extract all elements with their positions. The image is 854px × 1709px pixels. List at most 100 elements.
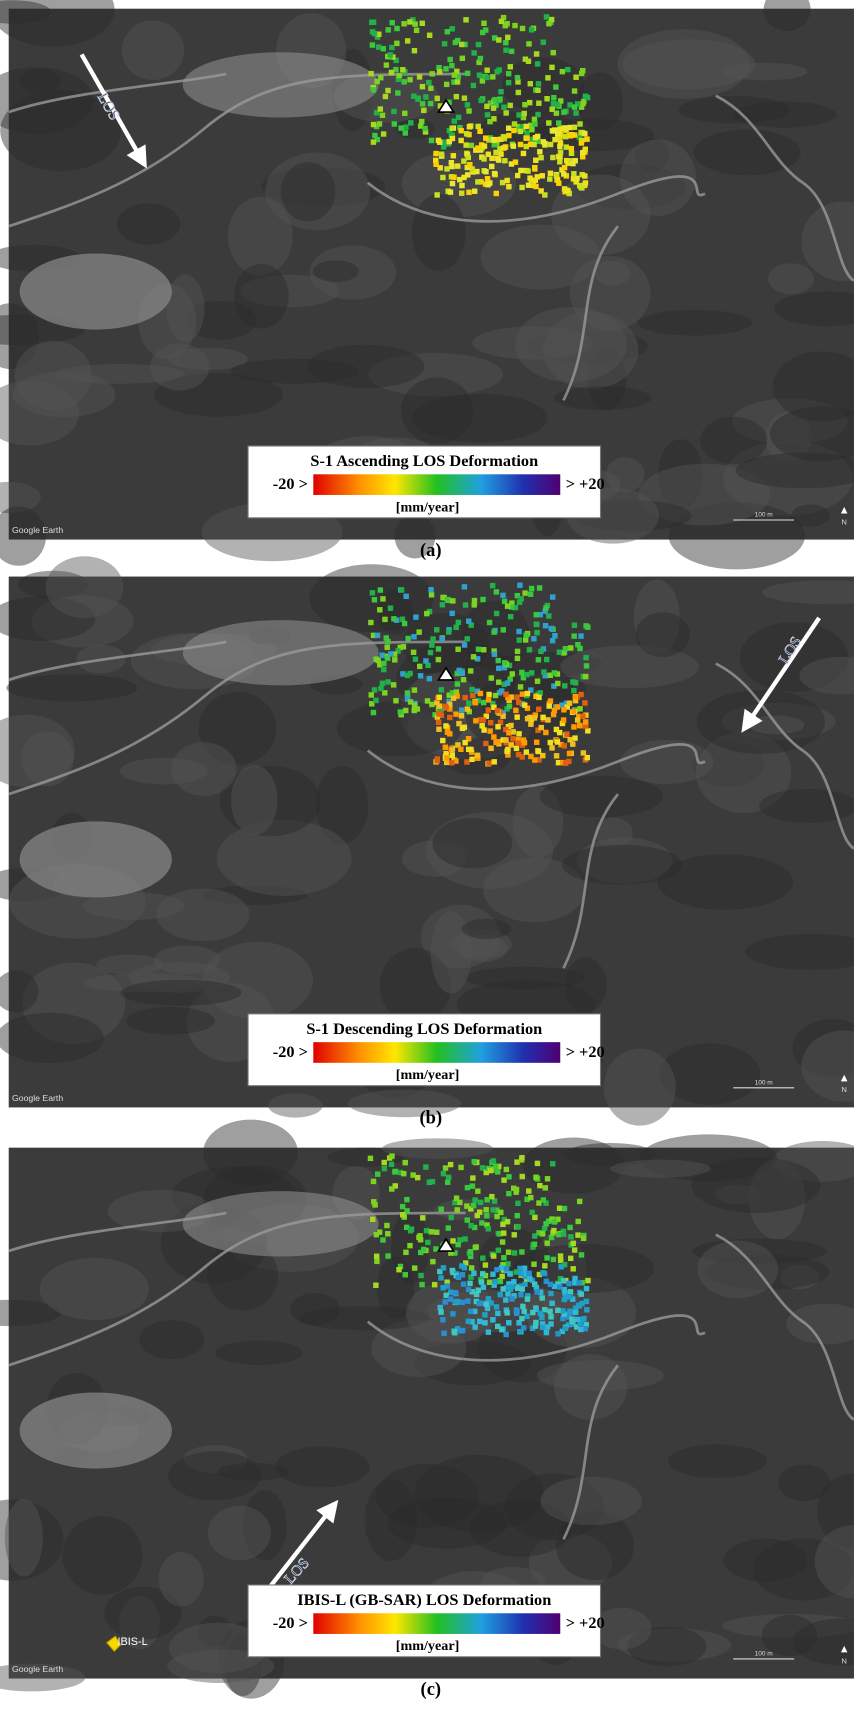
deformation-point xyxy=(412,48,417,53)
deformation-point xyxy=(558,150,563,155)
deformation-point xyxy=(490,583,495,588)
deformation-point xyxy=(412,1265,417,1270)
deformation-point xyxy=(533,612,538,617)
deformation-point xyxy=(491,629,496,634)
deformation-point xyxy=(417,664,422,669)
deformation-point xyxy=(514,1159,519,1164)
deformation-point xyxy=(393,698,398,703)
deformation-point xyxy=(520,26,525,31)
panel: LOSS-1 Descending LOS Deformation-20 >> … xyxy=(0,556,854,1125)
deformation-point xyxy=(534,630,539,635)
deformation-point xyxy=(443,66,448,71)
north-label: N xyxy=(841,1656,847,1665)
deformation-point xyxy=(531,1262,536,1267)
deformation-point xyxy=(526,1271,531,1276)
deformation-point xyxy=(441,1265,446,1270)
deformation-point xyxy=(565,67,570,72)
deformation-point xyxy=(525,716,530,721)
deformation-point xyxy=(581,750,586,755)
deformation-point xyxy=(413,657,418,662)
deformation-point xyxy=(471,50,476,55)
deformation-point xyxy=(512,23,517,28)
deformation-point xyxy=(433,162,438,167)
terrain-patch xyxy=(40,1258,149,1320)
deformation-point xyxy=(476,1301,481,1306)
deformation-point xyxy=(437,139,442,144)
deformation-point xyxy=(489,164,494,169)
deformation-point xyxy=(583,674,588,679)
deformation-point xyxy=(385,1231,390,1236)
deformation-point xyxy=(478,56,483,61)
deformation-point xyxy=(444,755,449,760)
deformation-point xyxy=(458,1165,463,1170)
deformation-point xyxy=(463,17,468,22)
deformation-point xyxy=(401,21,406,26)
deformation-point xyxy=(469,1265,474,1270)
deformation-point xyxy=(552,670,557,675)
deformation-point xyxy=(573,694,578,699)
deformation-point xyxy=(514,714,519,719)
deformation-point xyxy=(492,759,497,764)
deformation-point xyxy=(450,598,455,603)
deformation-point xyxy=(518,129,523,134)
deformation-point xyxy=(486,707,491,712)
terrain-patch xyxy=(234,264,289,329)
deformation-point xyxy=(419,1282,424,1287)
deformation-point xyxy=(494,191,499,196)
colorbar xyxy=(313,474,560,495)
deformation-point xyxy=(561,1231,566,1236)
deformation-point xyxy=(544,1279,549,1284)
deformation-point xyxy=(472,189,477,194)
deformation-point xyxy=(380,681,385,686)
terrain-patch xyxy=(610,1160,711,1178)
terrain-patch xyxy=(290,1293,340,1325)
deformation-point xyxy=(455,79,460,84)
terrain-patch xyxy=(562,845,682,885)
deformation-point xyxy=(483,169,488,174)
deformation-point xyxy=(546,613,551,618)
deformation-point xyxy=(516,700,521,705)
deformation-point xyxy=(441,1171,446,1176)
deformation-point xyxy=(394,41,399,46)
deformation-point xyxy=(521,151,526,156)
deformation-point xyxy=(567,1225,572,1230)
deformation-point xyxy=(498,1279,503,1284)
deformation-point xyxy=(462,1236,467,1241)
deformation-point xyxy=(536,100,541,105)
terrain-patch xyxy=(171,742,237,796)
deformation-point xyxy=(521,1325,526,1330)
deformation-point xyxy=(519,185,524,190)
deformation-point xyxy=(463,602,468,607)
deformation-point xyxy=(516,90,521,95)
deformation-point xyxy=(536,695,541,700)
deformation-point xyxy=(469,687,474,692)
deformation-point xyxy=(378,75,383,80)
deformation-point xyxy=(447,715,452,720)
deformation-point xyxy=(497,96,502,101)
deformation-point xyxy=(527,100,532,105)
deformation-point xyxy=(540,173,545,178)
deformation-point xyxy=(408,699,413,704)
legend-title: S-1 Ascending LOS Deformation xyxy=(310,451,538,470)
deformation-point xyxy=(518,168,523,173)
north-label: N xyxy=(841,517,847,526)
deformation-point xyxy=(509,742,514,747)
terrain-patch xyxy=(231,765,278,835)
deformation-point xyxy=(481,700,486,705)
deformation-point xyxy=(575,717,580,722)
deformation-point xyxy=(478,691,483,696)
deformation-point xyxy=(472,1197,477,1202)
deformation-point xyxy=(461,677,466,682)
deformation-point xyxy=(403,1160,408,1165)
deformation-point xyxy=(484,104,489,109)
deformation-point xyxy=(577,121,582,126)
deformation-point xyxy=(473,1244,478,1249)
deformation-point xyxy=(572,125,577,130)
deformation-point xyxy=(378,106,383,111)
deformation-point xyxy=(416,1235,421,1240)
deformation-point xyxy=(505,680,510,685)
deformation-point xyxy=(511,128,516,133)
deformation-point xyxy=(445,1180,450,1185)
deformation-point xyxy=(435,96,440,101)
panel: LOSIBIS-L (GB-SAR) LOS Deformation-20 >>… xyxy=(0,1120,854,1699)
